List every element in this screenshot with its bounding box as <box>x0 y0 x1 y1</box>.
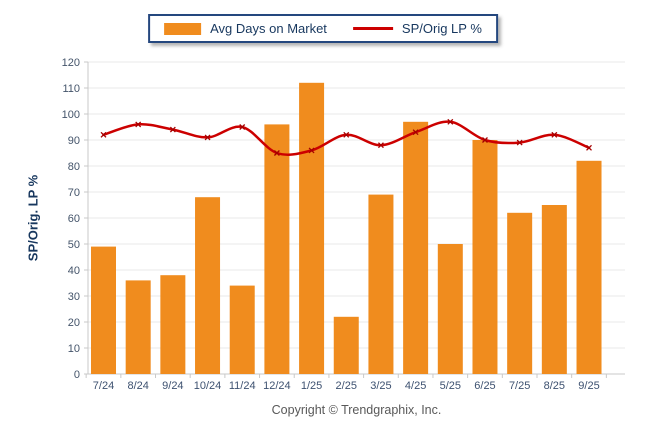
legend-box: Avg Days on Market SP/Orig LP % <box>148 14 498 43</box>
x-tick-label: 1/25 <box>301 380 322 392</box>
y-tick-label: 120 <box>62 57 80 69</box>
x-tick-label: 7/24 <box>93 380 114 392</box>
bar <box>333 316 359 374</box>
x-tick-label: 4/25 <box>405 380 426 392</box>
x-tick-label: 6/25 <box>474 380 495 392</box>
legend-label: SP/Orig LP % <box>401 21 482 36</box>
point-marker <box>447 118 454 125</box>
line-swatch-icon <box>352 27 393 30</box>
x-tick-label: 9/25 <box>578 380 599 392</box>
y-tick-label: 50 <box>68 239 80 251</box>
bar <box>264 124 290 375</box>
bar <box>299 82 325 375</box>
x-tick-label: 5/25 <box>440 380 461 392</box>
point-marker <box>412 129 419 136</box>
y-tick-label: 30 <box>68 291 80 303</box>
point-marker <box>586 144 592 151</box>
y-tick-label: 70 <box>68 187 80 199</box>
y-tick-label: 80 <box>68 161 80 173</box>
y-axis-title: SP/Orig. LP % <box>25 174 41 262</box>
y-tick-label: 100 <box>62 109 80 121</box>
x-tick-label: 12/24 <box>263 380 291 392</box>
x-tick-label: 8/24 <box>127 380 148 392</box>
y-tick-label: 0 <box>74 369 80 381</box>
bar <box>229 285 255 374</box>
bar <box>541 205 567 374</box>
point-marker <box>516 139 523 146</box>
point-marker <box>135 121 142 128</box>
bar <box>576 160 602 374</box>
trend-line <box>102 120 591 156</box>
bar <box>437 244 463 374</box>
y-tick-label: 20 <box>68 317 80 329</box>
bar <box>368 194 394 374</box>
point-marker <box>239 124 246 130</box>
copyright-text: Copyright © Trendgraphix, Inc. <box>271 403 442 417</box>
bar <box>472 140 498 374</box>
bar <box>195 197 221 374</box>
point-marker <box>273 150 280 156</box>
bar <box>160 275 186 374</box>
point-marker <box>169 126 176 133</box>
bar <box>125 280 151 374</box>
x-tick-label: 3/25 <box>370 380 391 392</box>
bar <box>403 121 429 374</box>
x-tick-label: 9/24 <box>162 380 183 392</box>
x-tick-label: 10/24 <box>194 380 222 392</box>
bar <box>507 212 533 374</box>
y-tick-label: 90 <box>68 135 80 147</box>
point-marker <box>343 131 350 138</box>
x-tick-label: 11/24 <box>229 380 256 392</box>
point-marker <box>482 137 488 143</box>
x-tick-label: 2/25 <box>336 380 357 392</box>
point-marker <box>308 147 315 154</box>
point-marker <box>377 142 384 149</box>
y-tick-label: 110 <box>62 83 80 95</box>
point-marker <box>100 131 107 138</box>
point-marker <box>551 131 558 138</box>
point-marker <box>204 134 211 141</box>
y-tick-label: 10 <box>68 343 80 355</box>
y-tick-label: 60 <box>68 213 80 225</box>
y-tick-label: 40 <box>68 265 80 277</box>
legend-item-avg-days-on-market: Avg Days on Market <box>164 21 327 36</box>
legend-item-sp-orig-lp: SP/Orig LP % <box>352 21 482 36</box>
bar-swatch-icon <box>164 22 202 35</box>
x-tick-label: 7/25 <box>509 380 530 392</box>
x-tick-label: 8/25 <box>544 380 565 392</box>
bar <box>91 246 116 374</box>
legend-label: Avg Days on Market <box>210 21 327 36</box>
